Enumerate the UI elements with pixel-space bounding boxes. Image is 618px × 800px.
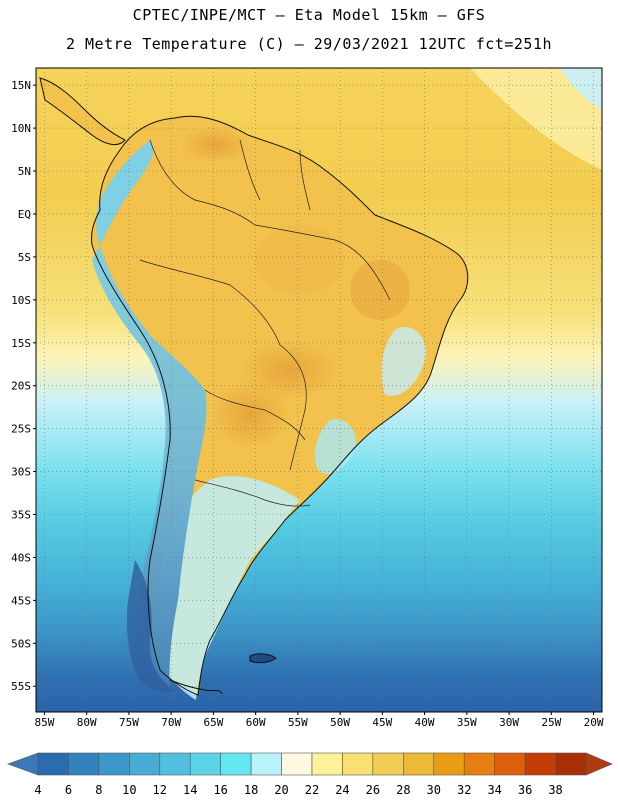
colorbar-swatch bbox=[220, 752, 252, 776]
lon-tick-label: 85W bbox=[35, 716, 55, 729]
chart-subtitle: 2 Metre Temperature (C) – 29/03/2021 12U… bbox=[65, 35, 553, 53]
colorbar-label: 32 bbox=[457, 783, 471, 797]
colorbar-label: 14 bbox=[183, 783, 197, 797]
colorbar-swatch bbox=[37, 752, 69, 776]
colorbar-swatch bbox=[494, 752, 526, 776]
colorbar-low-arrow bbox=[7, 752, 39, 776]
colorbar-label: 8 bbox=[95, 783, 102, 797]
lat-tick-label: 35S bbox=[11, 509, 31, 522]
lon-tick-label: 65W bbox=[203, 716, 223, 729]
colorbar-swatch bbox=[281, 752, 313, 776]
colorbar-label: 6 bbox=[65, 783, 72, 797]
colorbar-label: 34 bbox=[487, 783, 501, 797]
colorbar-swatch bbox=[555, 752, 587, 776]
colorbar-swatch bbox=[463, 752, 495, 776]
map-frame bbox=[35, 67, 603, 713]
colorbar-label: 28 bbox=[396, 783, 410, 797]
lat-tick-label: 10N bbox=[11, 122, 31, 135]
lon-tick-label: 30W bbox=[499, 716, 519, 729]
temperature-field bbox=[36, 68, 602, 712]
lon-tick-label: 75W bbox=[119, 716, 139, 729]
lat-tick-label: 30S bbox=[11, 466, 31, 479]
lat-tick-label: 50S bbox=[11, 637, 31, 650]
colorbar-swatch bbox=[342, 752, 374, 776]
lon-tick-label: 45W bbox=[372, 716, 392, 729]
colorbar: 4 6 8 10 12 14 16 18 20 22 24 26 28 30 32 34 36 38 bbox=[7, 752, 613, 797]
colorbar-label: 20 bbox=[274, 783, 288, 797]
lat-tick-label: 45S bbox=[11, 594, 31, 607]
longitude-labels: 85W 80W 75W 70W 65W 60W 55W 50W 45W 40W 35W 30W 25W 2… bbox=[35, 712, 604, 729]
lat-tick-label: EQ bbox=[18, 208, 31, 221]
lon-tick-label: 60W bbox=[246, 716, 266, 729]
colorbar-label: 12 bbox=[153, 783, 167, 797]
lat-tick-label: 5N bbox=[18, 165, 31, 178]
colorbar-label: 30 bbox=[427, 783, 441, 797]
lat-tick-label: 15N bbox=[11, 79, 31, 92]
lon-tick-label: 20W bbox=[584, 716, 604, 729]
colorbar-swatch bbox=[372, 752, 404, 776]
colorbar-label: 26 bbox=[366, 783, 380, 797]
colorbar-swatch bbox=[433, 752, 465, 776]
lat-tick-label: 10S bbox=[11, 294, 31, 307]
colorbar-label: 18 bbox=[244, 783, 258, 797]
latitude-labels: 15N 10N 5N EQ 5S 10S 15S 20S 25S 30S 35S 40S 45S 50S 5… bbox=[11, 79, 36, 693]
lat-tick-label: 25S bbox=[11, 423, 31, 436]
country-borders bbox=[139, 139, 391, 507]
colorbar-label: 38 bbox=[548, 783, 562, 797]
colorbar-swatch bbox=[129, 752, 161, 776]
coastline bbox=[39, 77, 469, 696]
colorbar-swatch bbox=[98, 752, 130, 776]
lon-tick-label: 55W bbox=[288, 716, 308, 729]
colorbar-swatch bbox=[250, 752, 282, 776]
lon-tick-label: 25W bbox=[541, 716, 561, 729]
lat-tick-label: 5S bbox=[18, 251, 31, 264]
colorbar-swatch bbox=[524, 752, 556, 776]
colorbar-swatch bbox=[311, 752, 343, 776]
colorbar-label: 16 bbox=[213, 783, 227, 797]
colorbar-label: 22 bbox=[305, 783, 319, 797]
lon-tick-label: 35W bbox=[457, 716, 477, 729]
lat-tick-label: 20S bbox=[11, 380, 31, 393]
lat-tick-label: 40S bbox=[11, 551, 31, 564]
colorbar-label: 36 bbox=[518, 783, 532, 797]
lat-tick-label: 55S bbox=[11, 680, 31, 693]
chart-title: CPTEC/INPE/MCT – Eta Model 15km – GFS bbox=[132, 6, 486, 24]
colorbar-high-arrow bbox=[585, 752, 613, 776]
colorbar-swatch bbox=[189, 752, 221, 776]
colorbar-swatch bbox=[159, 752, 191, 776]
lon-tick-label: 70W bbox=[161, 716, 181, 729]
colorbar-label: 10 bbox=[122, 783, 136, 797]
colorbar-label: 24 bbox=[335, 783, 349, 797]
lon-tick-label: 40W bbox=[415, 716, 435, 729]
lon-tick-label: 80W bbox=[77, 716, 97, 729]
colorbar-label: 4 bbox=[34, 783, 41, 797]
graticule bbox=[36, 68, 602, 712]
colorbar-swatch bbox=[403, 752, 435, 776]
lat-tick-label: 15S bbox=[11, 337, 31, 350]
colorbar-swatch bbox=[68, 752, 100, 776]
lon-tick-label: 50W bbox=[330, 716, 350, 729]
